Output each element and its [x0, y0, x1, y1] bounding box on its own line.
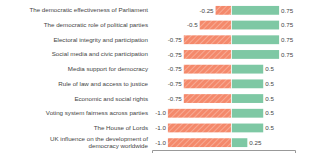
- category-label: Media support for democracy: [68, 65, 149, 72]
- y-tick: Electoral integrity and participation: [53, 36, 148, 43]
- chart: -0.25-0.5-0.75-0.75-0.75-0.75-0.75-1.0-1…: [0, 0, 315, 157]
- x-axis-line: [153, 151, 296, 154]
- y-tick: Voting system fairness across parties: [46, 109, 148, 116]
- category-label: Electoral integrity and participation: [53, 36, 148, 43]
- data-label: 0.75: [281, 21, 294, 28]
- bar: [168, 124, 232, 133]
- y-tick: Media support for democracy: [68, 65, 149, 72]
- bar: [231, 6, 279, 15]
- data-label: 0.75: [281, 7, 294, 14]
- bar: [231, 35, 279, 44]
- data-label: 0.75: [281, 36, 294, 43]
- y-tick: The democratic role of political parties: [44, 21, 148, 28]
- data-label: -1.0: [155, 139, 166, 146]
- data-label: -0.25: [199, 7, 214, 14]
- category-label: The House of Lords: [94, 124, 148, 131]
- data-label: -0.75: [168, 80, 183, 87]
- category-label: UK influence on the development ofdemocr…: [50, 135, 149, 149]
- y-tick: Social media and civic participation: [52, 50, 149, 57]
- y-tick: The democratic effectiveness of Parliame…: [29, 6, 148, 13]
- bar: [184, 50, 232, 59]
- bar: [231, 138, 247, 147]
- category-label: The democratic role of political parties: [44, 21, 148, 28]
- bar: [184, 65, 232, 74]
- y-tick: UK influence on the development ofdemocr…: [50, 135, 149, 149]
- x-axis: [153, 151, 296, 154]
- y-axis: The democratic effectiveness of Parliame…: [29, 6, 148, 149]
- data-label: 0.5: [265, 109, 274, 116]
- bar: [168, 109, 232, 118]
- bar: [231, 109, 263, 118]
- data-label: 0.75: [281, 51, 294, 58]
- zero-line: [231, 3, 232, 150]
- bar: [231, 94, 263, 103]
- bar: [184, 35, 232, 44]
- bar: [231, 124, 263, 133]
- category-label: Social media and civic participation: [52, 50, 149, 57]
- data-label: 0.5: [265, 65, 274, 72]
- bars: [168, 3, 279, 150]
- data-label: -0.75: [168, 95, 183, 102]
- data-label: -0.75: [168, 51, 183, 58]
- data-labels: -0.25-0.5-0.75-0.75-0.75-0.75-0.75-1.0-1…: [155, 7, 293, 146]
- data-label: -1.0: [155, 109, 166, 116]
- data-label: 0.5: [265, 95, 274, 102]
- data-label: -1.0: [155, 124, 166, 131]
- category-label: The democratic effectiveness of Parliame…: [29, 6, 148, 13]
- data-label: -0.75: [168, 36, 183, 43]
- bar: [184, 94, 232, 103]
- data-label: 0.5: [265, 124, 274, 131]
- bar: [231, 65, 263, 74]
- bar: [168, 138, 232, 147]
- category-label: Rule of law and access to justice: [58, 80, 148, 87]
- bar: [184, 79, 232, 88]
- data-label: -0.5: [187, 21, 198, 28]
- bar: [216, 6, 232, 15]
- data-label: 0.5: [265, 80, 274, 87]
- bar: [200, 21, 232, 30]
- category-label: Voting system fairness across parties: [46, 109, 148, 116]
- bar: [231, 21, 279, 30]
- bar: [231, 79, 263, 88]
- y-tick: Economic and social rights: [74, 95, 148, 102]
- y-tick: The House of Lords: [94, 124, 148, 131]
- y-tick: Rule of law and access to justice: [58, 80, 148, 87]
- category-label: Economic and social rights: [74, 95, 148, 102]
- data-label: 0.25: [249, 139, 262, 146]
- bar: [231, 50, 279, 59]
- data-label: -0.75: [168, 65, 183, 72]
